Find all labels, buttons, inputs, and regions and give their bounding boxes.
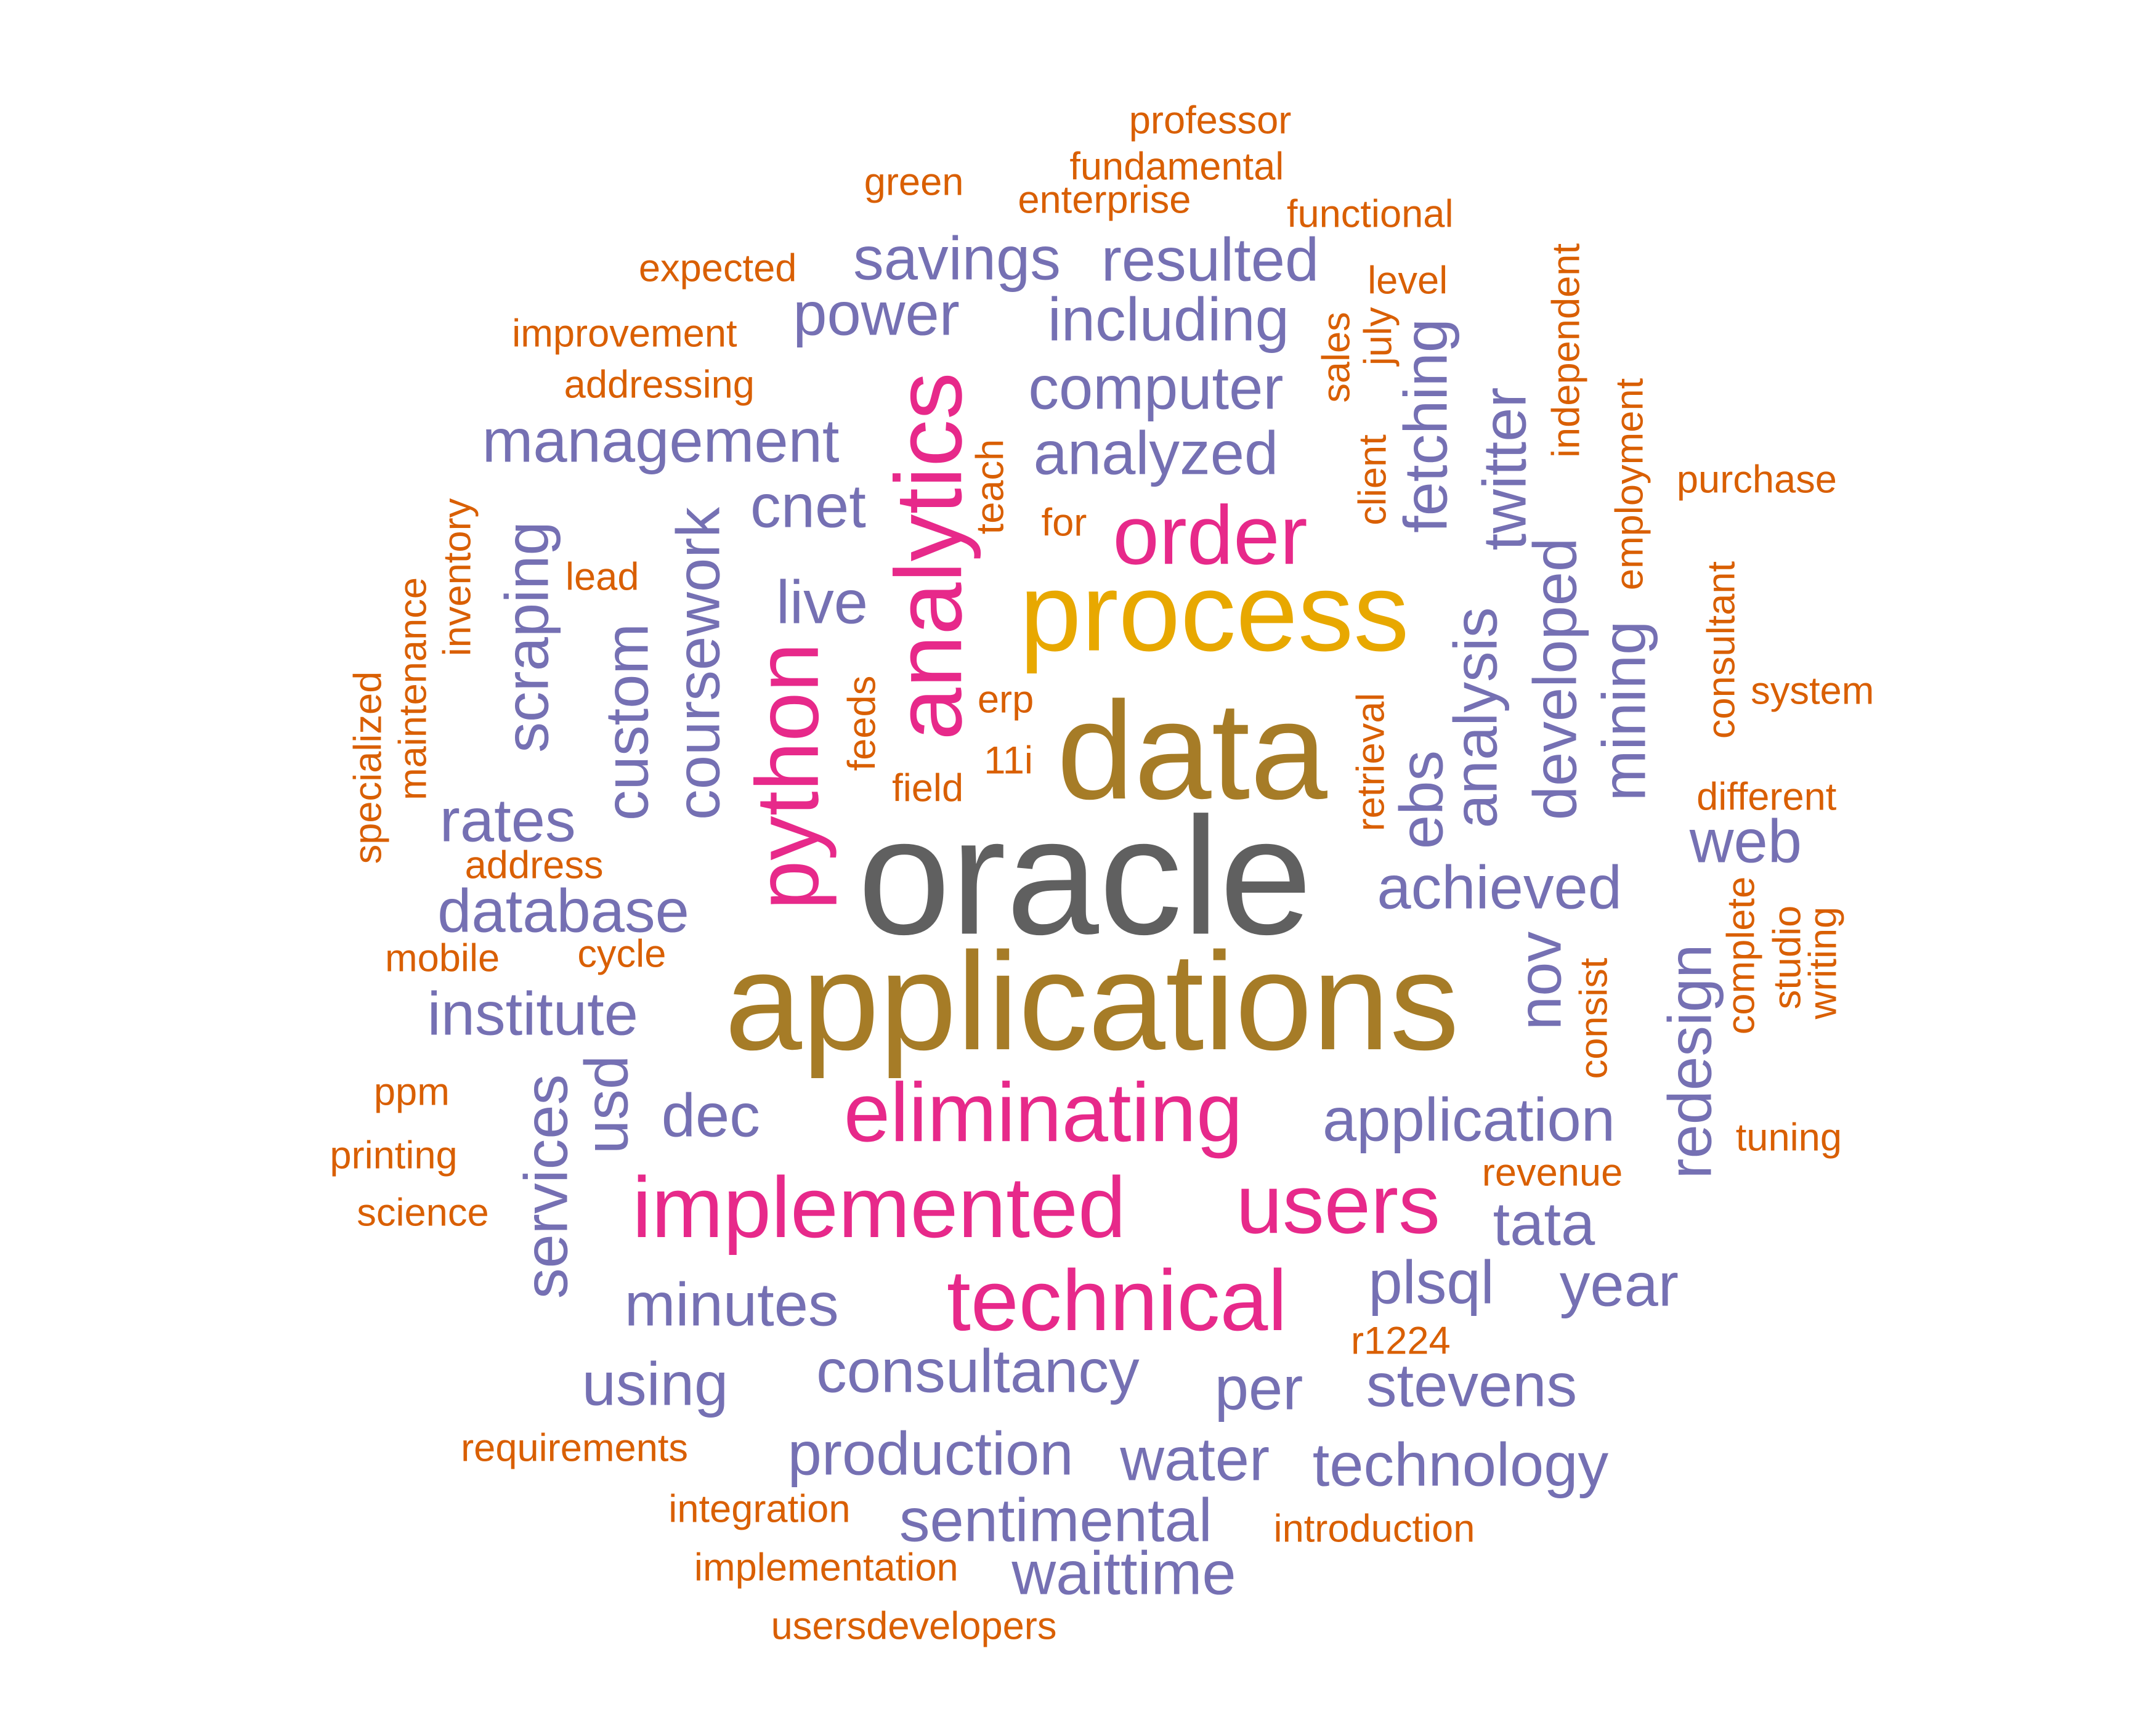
word-functional: functional — [1286, 192, 1454, 236]
word-integration: integration — [668, 1487, 851, 1531]
word-year: year — [1559, 1251, 1679, 1320]
word-different: different — [1696, 775, 1837, 819]
word-tuning: tuning — [1735, 1116, 1842, 1159]
word-live: live — [776, 568, 869, 637]
word-green: green — [864, 160, 964, 204]
word-nov: nov — [1505, 931, 1574, 1031]
word-usersdevelopers: usersdevelopers — [771, 1604, 1057, 1648]
word-consultancy: consultancy — [816, 1337, 1140, 1406]
word-mobile: mobile — [384, 936, 500, 980]
word-11i: 11i — [984, 739, 1033, 782]
word-web: web — [1689, 807, 1802, 876]
word-scraping: scraping — [493, 521, 562, 753]
word-dec: dec — [661, 1081, 760, 1150]
word-independent: independent — [1544, 243, 1587, 458]
word-eliminating: eliminating — [843, 1065, 1243, 1159]
word-process: process — [1019, 550, 1409, 675]
word-developed: developed — [1520, 537, 1589, 821]
word-analyzed: analyzed — [1033, 419, 1279, 488]
word-data: data — [1056, 673, 1327, 829]
word-purchase: purchase — [1676, 458, 1837, 501]
word-usd: usd — [572, 1055, 641, 1154]
word-institute: institute — [427, 980, 639, 1049]
word-writing: writing — [1801, 906, 1845, 1019]
word-stevens: stevens — [1366, 1351, 1578, 1420]
word-maintenance: maintenance — [391, 577, 435, 800]
word-sentimental: sentimental — [899, 1486, 1212, 1555]
word-application: application — [1323, 1086, 1616, 1155]
word-including: including — [1047, 285, 1289, 354]
word-plsql: plsql — [1368, 1248, 1494, 1317]
word-twitter: twitter — [1470, 387, 1539, 551]
word-retrieval: retrieval — [1349, 692, 1393, 832]
word-implementation: implementation — [694, 1546, 958, 1589]
word-erp: erp — [977, 678, 1034, 721]
word-feeds: feeds — [840, 675, 884, 771]
word-coursework: coursework — [663, 507, 732, 821]
word-ppm: ppm — [373, 1070, 450, 1113]
word-computer: computer — [1028, 354, 1284, 423]
word-analysis: analysis — [1441, 607, 1510, 829]
word-using: using — [582, 1350, 729, 1419]
word-implemented: implemented — [632, 1159, 1126, 1256]
word-tata: tata — [1493, 1190, 1595, 1259]
word-resulted: resulted — [1101, 225, 1319, 294]
word-client: client — [1351, 434, 1395, 526]
word-teach: teach — [968, 439, 1012, 535]
word-technology: technology — [1312, 1431, 1609, 1500]
word-consultant: consultant — [1700, 561, 1743, 739]
word-fundamental: fundamental — [1069, 145, 1284, 189]
word-python: python — [737, 643, 837, 910]
word-database: database — [437, 877, 689, 946]
word-level: level — [1368, 259, 1448, 302]
word-services: services — [512, 1074, 581, 1299]
word-science: science — [357, 1191, 489, 1235]
word-address: address — [464, 843, 604, 887]
word-cnet: cnet — [750, 472, 866, 541]
word-specialized: specialized — [346, 672, 390, 864]
word-system: system — [1751, 669, 1874, 713]
word-lead: lead — [565, 555, 639, 599]
word-per: per — [1214, 1354, 1303, 1423]
word-professor: professor — [1129, 99, 1292, 142]
word-introduction: introduction — [1273, 1507, 1475, 1550]
word-field: field — [892, 766, 964, 810]
word-consist: consist — [1572, 957, 1616, 1079]
word-cycle: cycle — [577, 932, 667, 976]
word-oracle: oracle — [857, 783, 1313, 970]
word-sales: sales — [1315, 312, 1358, 404]
word-enterprise: enterprise — [1018, 178, 1191, 222]
word-water: water — [1120, 1425, 1270, 1494]
word-july: july — [1356, 307, 1400, 366]
word-technical: technical — [946, 1252, 1287, 1349]
word-analytics: analytics — [875, 372, 982, 741]
word-achieved: achieved — [1377, 853, 1623, 922]
word-addressing: addressing — [564, 363, 755, 407]
word-power: power — [793, 280, 960, 349]
word-revenue: revenue — [1481, 1150, 1623, 1194]
word-printing: printing — [330, 1134, 458, 1177]
word-expected: expected — [638, 246, 797, 290]
word-waittime: waittime — [1011, 1539, 1236, 1608]
word-order: order — [1112, 488, 1308, 582]
word-complete: complete — [1719, 877, 1763, 1035]
word-inventory: inventory — [436, 498, 479, 657]
word-redesign: redesign — [1655, 944, 1724, 1179]
word-users: users — [1236, 1157, 1440, 1251]
word-minutes: minutes — [624, 1270, 839, 1339]
word-fetching: fetching — [1391, 318, 1460, 533]
word-production: production — [787, 1419, 1074, 1488]
word-r1224: r1224 — [1351, 1319, 1451, 1363]
word-employment: employment — [1608, 378, 1651, 590]
word-applications: applications — [724, 923, 1459, 1079]
word-custom: custom — [593, 623, 662, 821]
word-requirements: requirements — [461, 1426, 689, 1470]
word-mining: mining — [1590, 620, 1659, 802]
word-savings: savings — [853, 224, 1061, 293]
word-rates: rates — [439, 786, 576, 855]
word-improvement: improvement — [512, 312, 737, 355]
word-management: management — [482, 407, 840, 476]
word-for: for — [1041, 501, 1087, 545]
